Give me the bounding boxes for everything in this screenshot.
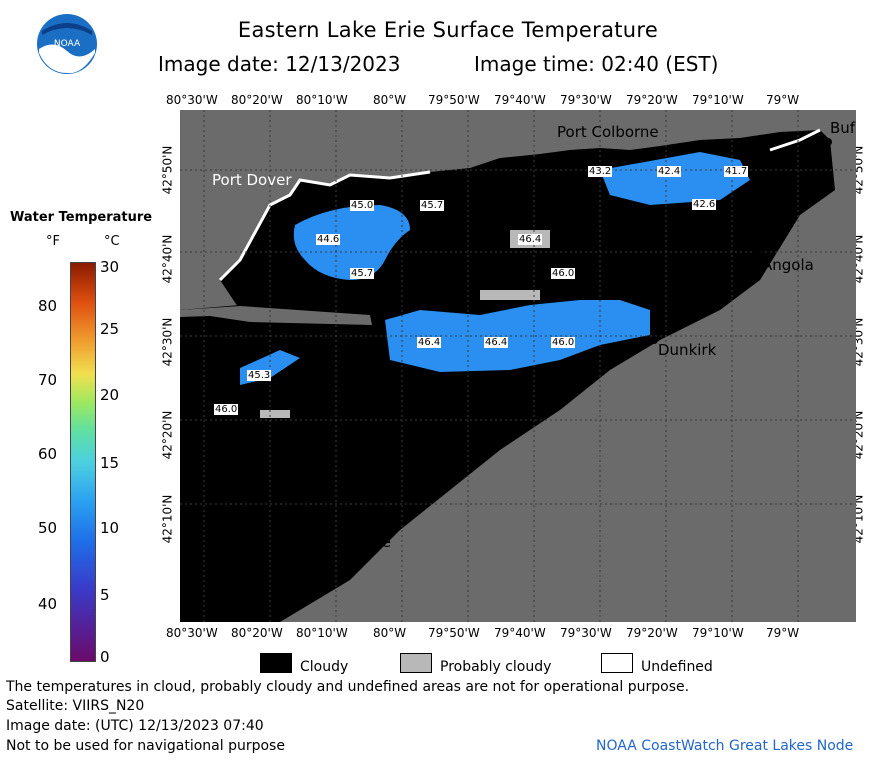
legend-title: Water Temperature	[10, 210, 153, 225]
c-tick-10: 10	[100, 519, 120, 537]
probably-cloudy-swatch	[400, 653, 432, 673]
left-lat-label: 42°50'N	[160, 145, 175, 195]
probably-cloudy-label: Probably cloudy	[440, 659, 552, 675]
bottom-lon-label: 79°20'W	[626, 626, 678, 640]
temp-label: 45.7	[350, 268, 375, 279]
place-buffalo: Buf	[830, 119, 856, 137]
bottom-lon-label: 79°30'W	[560, 626, 612, 640]
cloudy-swatch	[260, 653, 292, 673]
image-date-label: Image date: 12/13/2023	[158, 52, 401, 76]
top-lon-label: 79°40'W	[494, 93, 546, 107]
bottom-lon-label: 79°40'W	[494, 626, 546, 640]
place-port-dover: Port Dover	[212, 171, 292, 189]
left-lat-label: 42°20'N	[160, 410, 175, 460]
undefined-coastline	[218, 170, 431, 282]
satellite-text: Satellite: VIIRS_N20	[6, 698, 145, 714]
buffalo-marker	[824, 138, 832, 146]
temp-label: 46.4	[417, 337, 442, 348]
credit-text: NOAA CoastWatch Great Lakes Node	[596, 738, 854, 754]
top-lon-label: 79°W	[766, 93, 800, 107]
logo-text: NOAA	[54, 39, 81, 49]
legend-unit-c: °C	[104, 234, 120, 249]
place-dunkirk: Dunkirk	[658, 341, 717, 359]
top-lon-label: 80°10'W	[296, 93, 348, 107]
undefined-label: Undefined	[641, 659, 713, 675]
warm-water-region	[600, 152, 750, 205]
navigation-warning: Not to be used for navigational purpose	[6, 738, 285, 754]
bottom-lon-label: 80°10'W	[296, 626, 348, 640]
c-tick-0: 0	[100, 648, 110, 666]
temp-label: 46.0	[551, 268, 576, 279]
temp-label: 45.7	[420, 200, 445, 211]
undefined-swatch	[601, 653, 633, 673]
left-lat-label: 42°10'N	[160, 494, 175, 544]
temp-label: 43.2	[588, 166, 613, 177]
port-colborne-marker	[681, 144, 689, 152]
top-lon-label: 79°20'W	[626, 93, 678, 107]
image-time-label: Image time: 02:40 (EST)	[474, 52, 719, 76]
top-lon-label: 80°30'W	[166, 93, 218, 107]
bottom-lon-label: 80°20'W	[231, 626, 283, 640]
f-tick-40: 40	[38, 595, 58, 613]
c-tick-15: 15	[100, 454, 120, 472]
peninsula	[180, 306, 372, 325]
temp-label: 42.6	[692, 199, 717, 210]
top-lon-label: 79°30'W	[560, 93, 612, 107]
bottom-lon-label: 79°W	[766, 626, 800, 640]
temp-label: 46.4	[484, 337, 509, 348]
probably-cloudy-patch	[260, 410, 290, 418]
noaa-logo: NOAA	[37, 14, 97, 74]
top-lon-label: 79°50'W	[428, 93, 480, 107]
c-tick-30: 30	[100, 258, 120, 276]
temp-label: 46.0	[214, 404, 239, 415]
f-tick-80: 80	[38, 297, 58, 315]
temperature-colorbar	[70, 262, 96, 662]
disclaimer-text: The temperatures in cloud, probably clou…	[6, 679, 690, 695]
place-erie: Erie	[362, 533, 392, 551]
legend-unit-f: °F	[46, 234, 60, 249]
lake-erie-map	[180, 110, 856, 622]
undefined-coastline	[769, 128, 821, 152]
bottom-lon-label: 79°10'W	[692, 626, 744, 640]
temp-label: 44.6	[316, 234, 341, 245]
bottom-lon-label: 80°W	[373, 626, 407, 640]
f-tick-50: 50	[38, 519, 58, 537]
graticule	[180, 110, 856, 622]
bottom-lon-label: 79°50'W	[428, 626, 480, 640]
left-lat-label: 42°30'N	[160, 317, 175, 367]
temp-label: 45.0	[350, 200, 375, 211]
angola-marker	[754, 250, 762, 258]
map-title: Eastern Lake Erie Surface Temperature	[237, 18, 659, 42]
place-angola: Angola	[762, 256, 814, 274]
temp-label: 46.0	[551, 337, 576, 348]
utc-date-text: Image date: (UTC) 12/13/2023 07:40	[6, 718, 264, 734]
erie-marker	[352, 526, 360, 534]
c-tick-20: 20	[100, 386, 120, 404]
c-tick-5: 5	[100, 586, 110, 604]
warm-water-region	[293, 205, 410, 280]
probably-cloudy-patch	[480, 290, 540, 300]
top-lon-label: 80°W	[373, 93, 407, 107]
f-tick-60: 60	[38, 445, 58, 463]
c-tick-25: 25	[100, 320, 120, 338]
warm-water-region	[385, 300, 650, 372]
f-tick-70: 70	[38, 371, 58, 389]
left-lat-label: 42°40'N	[160, 234, 175, 284]
place-port-colborne: Port Colborne	[557, 123, 659, 141]
dunkirk-marker	[650, 336, 658, 344]
temp-label: 45.3	[247, 370, 272, 381]
temp-label: 42.4	[657, 166, 682, 177]
temp-label: 41.7	[724, 166, 749, 177]
cloudy-label: Cloudy	[300, 659, 349, 675]
bottom-lon-label: 80°30'W	[166, 626, 218, 640]
temp-label: 46.4	[518, 234, 543, 245]
top-lon-label: 80°20'W	[231, 93, 283, 107]
top-lon-label: 79°10'W	[692, 93, 744, 107]
